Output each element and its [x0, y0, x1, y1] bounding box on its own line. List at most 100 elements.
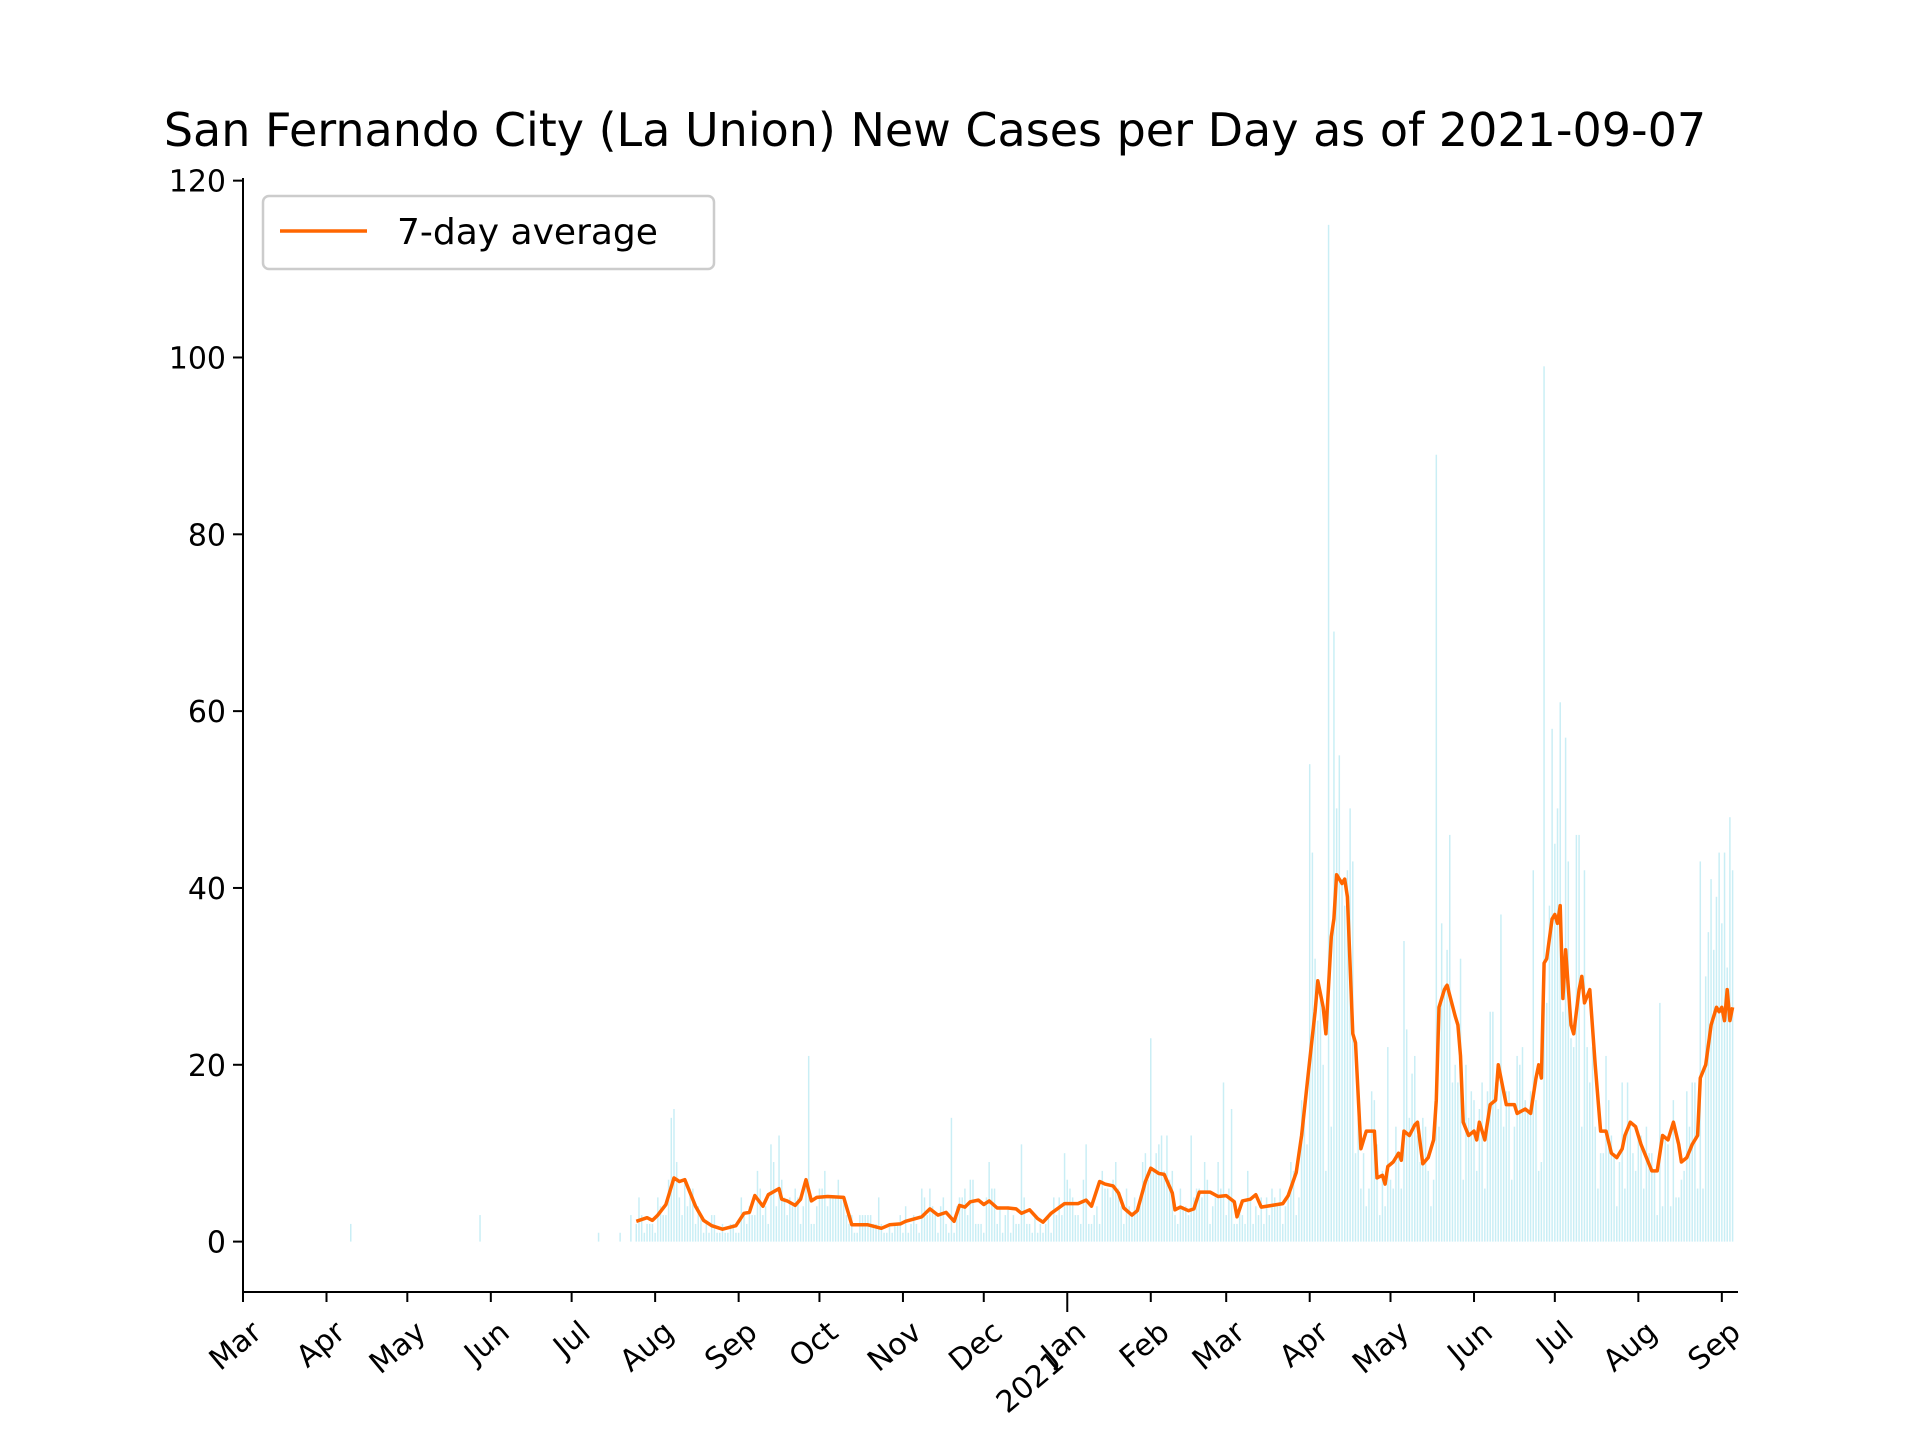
daily-case-bar: [993, 1188, 996, 1242]
daily-case-bar: [1171, 1170, 1174, 1242]
daily-case-bar: [1026, 1223, 1028, 1242]
daily-case-bar: [1082, 1179, 1085, 1242]
daily-case-bar: [1686, 1091, 1688, 1242]
daily-case-bar: [1683, 1170, 1685, 1242]
daily-case-bar: [1093, 1215, 1095, 1242]
daily-case-bar: [1626, 1082, 1629, 1242]
daily-case-bar: [1397, 1153, 1400, 1242]
daily-case-bar: [1661, 1206, 1664, 1242]
daily-case-bar: [1427, 1170, 1429, 1242]
daily-case-bar: [1489, 1011, 1491, 1242]
daily-case-bar: [1432, 1179, 1435, 1242]
daily-case-bar: [1454, 1064, 1456, 1242]
daily-case-bar: [896, 1223, 899, 1242]
daily-cases-bars: [350, 224, 1734, 1242]
daily-case-bar: [1672, 1100, 1675, 1242]
daily-case-bar: [681, 1215, 683, 1242]
daily-case-bar: [999, 1206, 1001, 1242]
daily-case-bar: [1424, 1126, 1427, 1242]
daily-case-bar: [802, 1206, 805, 1242]
daily-case-bar: [1632, 1153, 1634, 1242]
daily-case-bar: [853, 1232, 856, 1242]
daily-case-bar: [1379, 1215, 1381, 1242]
daily-case-bar: [1704, 976, 1707, 1242]
daily-case-bar: [1422, 1117, 1424, 1242]
daily-case-bar: [751, 1215, 753, 1242]
daily-case-bar: [479, 1215, 481, 1242]
legend-label: 7-day average: [397, 212, 658, 253]
daily-case-bar: [1211, 1206, 1214, 1242]
daily-case-bar: [1478, 1108, 1481, 1242]
daily-case-bar: [350, 1223, 352, 1242]
daily-case-bar: [1306, 1144, 1308, 1242]
daily-case-bar: [1300, 1100, 1303, 1242]
daily-case-bar: [1319, 994, 1322, 1242]
daily-case-bar: [1370, 1091, 1373, 1242]
daily-case-bar: [1268, 1215, 1271, 1242]
daily-case-bar: [974, 1223, 977, 1242]
daily-case-bar: [1414, 1055, 1416, 1242]
daily-case-bar: [665, 1215, 667, 1242]
daily-case-bar: [1053, 1197, 1055, 1242]
daily-case-bar: [1233, 1223, 1236, 1242]
daily-case-bar: [1494, 1082, 1497, 1242]
daily-case-bar: [1104, 1188, 1106, 1242]
daily-case-bar: [856, 1232, 858, 1242]
daily-case-bar: [1195, 1188, 1198, 1242]
daily-case-bar: [1174, 1215, 1176, 1242]
daily-case-bar: [1362, 1153, 1365, 1242]
daily-case-bar: [1352, 861, 1354, 1242]
daily-case-bar: [1279, 1188, 1281, 1242]
y-axis-ticks: 0 20 40 60 80 100 120: [169, 165, 243, 1261]
daily-case-bar: [1675, 1197, 1677, 1242]
daily-case-bar: [735, 1232, 737, 1242]
daily-case-bar: [1298, 1197, 1300, 1242]
x-tick-label: Mar: [203, 1314, 269, 1378]
daily-case-bar: [1066, 1179, 1069, 1242]
daily-case-bar: [1020, 1144, 1023, 1242]
daily-case-bar: [1715, 896, 1718, 1242]
daily-case-bar: [1667, 1144, 1669, 1242]
daily-case-bar: [1039, 1223, 1042, 1242]
y-tick-label: 20: [188, 1049, 226, 1084]
daily-case-bar: [950, 1117, 953, 1242]
daily-case-bar: [1640, 1135, 1642, 1242]
legend: 7-day average: [261, 194, 716, 271]
daily-case-bar: [912, 1215, 915, 1242]
daily-case-bar: [1198, 1188, 1200, 1242]
daily-case-bar: [810, 1223, 813, 1242]
daily-case-bar: [1537, 1170, 1540, 1242]
daily-case-bar: [918, 1232, 920, 1242]
daily-case-bar: [772, 1162, 775, 1242]
daily-case-bar: [1381, 1170, 1384, 1242]
daily-case-bar: [953, 1232, 955, 1242]
daily-case-bar: [1540, 1162, 1543, 1242]
daily-case-bar: [1330, 1126, 1332, 1242]
daily-case-bar: [1150, 1038, 1152, 1242]
daily-case-bar: [1260, 1197, 1262, 1242]
y-tick-label: 60: [188, 695, 226, 730]
daily-case-bar: [1564, 737, 1567, 1242]
daily-case-bar: [762, 1215, 764, 1242]
daily-case-bar: [1664, 1135, 1667, 1242]
x-tick-label: Aug: [613, 1315, 680, 1379]
daily-case-bar: [1096, 1206, 1098, 1242]
daily-case-bar: [1322, 1064, 1324, 1242]
daily-case-bar: [805, 1179, 807, 1242]
daily-case-bar: [1325, 1170, 1327, 1242]
daily-case-bar: [1710, 879, 1712, 1242]
daily-case-bar: [1257, 1215, 1260, 1242]
daily-case-bar: [1058, 1197, 1060, 1242]
daily-case-bar: [1338, 755, 1341, 1242]
daily-case-bar: [1524, 1100, 1526, 1242]
daily-case-bar: [1637, 1135, 1640, 1242]
daily-case-bar: [1109, 1197, 1112, 1242]
daily-case-bar: [1659, 1002, 1661, 1242]
daily-case-bar: [1193, 1197, 1195, 1242]
daily-case-bar: [1548, 905, 1551, 1242]
daily-case-bar: [923, 1197, 926, 1242]
daily-case-bar: [1098, 1223, 1101, 1242]
daily-case-bar: [840, 1197, 842, 1242]
